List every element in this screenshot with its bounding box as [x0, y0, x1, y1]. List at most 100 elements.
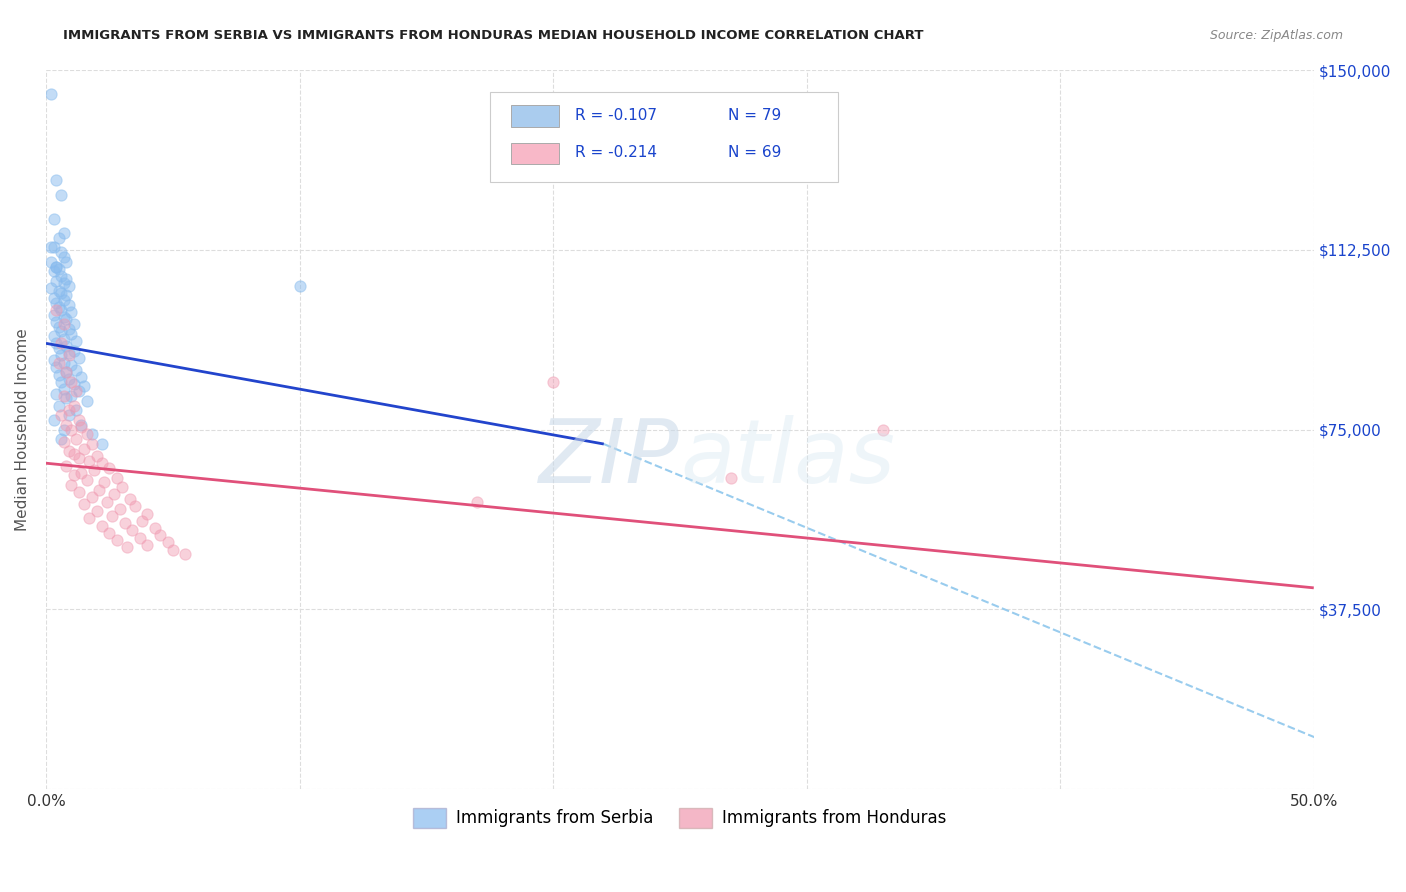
Legend: Immigrants from Serbia, Immigrants from Honduras: Immigrants from Serbia, Immigrants from …	[406, 801, 953, 835]
FancyBboxPatch shape	[489, 92, 838, 182]
Point	[45, 302, 67, 317]
Point	[39, 87, 62, 101]
Point	[65, 362, 87, 376]
Point	[76, 393, 98, 408]
Point	[52, 277, 75, 291]
Point	[58, 346, 80, 360]
Point	[48, 284, 70, 298]
Point	[39, 281, 62, 295]
Point	[77, 511, 100, 525]
Point	[114, 516, 136, 530]
Point	[42, 211, 65, 226]
Point	[108, 501, 131, 516]
Point	[67, 451, 90, 466]
Text: N = 79: N = 79	[728, 108, 782, 123]
Point	[90, 437, 112, 451]
Point	[58, 444, 80, 458]
Point	[58, 348, 80, 362]
Point	[51, 375, 73, 389]
Point	[63, 447, 86, 461]
Text: IMMIGRANTS FROM SERBIA VS IMMIGRANTS FROM HONDURAS MEDIAN HOUSEHOLD INCOME CORRE: IMMIGRANTS FROM SERBIA VS IMMIGRANTS FRO…	[63, 29, 924, 42]
Point	[48, 341, 70, 355]
Point	[80, 490, 103, 504]
Point	[70, 417, 93, 432]
Point	[174, 547, 197, 561]
Text: atlas: atlas	[681, 416, 894, 501]
Point	[52, 382, 75, 396]
Text: R = -0.214: R = -0.214	[575, 145, 657, 161]
Point	[52, 250, 75, 264]
Point	[60, 358, 83, 372]
Point	[872, 423, 894, 437]
Point	[52, 310, 75, 324]
Point	[63, 399, 86, 413]
Point	[51, 409, 73, 423]
Point	[67, 485, 90, 500]
Point	[136, 507, 159, 521]
Point	[48, 355, 70, 369]
Point	[131, 514, 153, 528]
Point	[101, 508, 124, 523]
Point	[115, 540, 138, 554]
Point	[89, 483, 111, 497]
Point	[52, 423, 75, 437]
Point	[60, 375, 83, 389]
Point	[45, 295, 67, 310]
Point	[111, 480, 134, 494]
Point	[65, 432, 87, 446]
Point	[121, 524, 143, 538]
Point	[51, 432, 73, 446]
Bar	[512, 105, 560, 127]
Point	[45, 260, 67, 274]
Point	[48, 262, 70, 277]
Point	[73, 442, 96, 456]
Point	[90, 456, 112, 470]
Point	[105, 533, 128, 547]
Point	[52, 293, 75, 308]
Point	[45, 315, 67, 329]
Point	[162, 542, 184, 557]
Point	[63, 317, 86, 331]
Point	[52, 317, 75, 331]
Point	[55, 417, 77, 432]
Point	[98, 461, 121, 475]
Point	[118, 492, 141, 507]
Point	[83, 463, 105, 477]
Point	[45, 173, 67, 187]
Point	[42, 291, 65, 305]
Point	[55, 365, 77, 379]
Point	[51, 285, 73, 300]
Point	[60, 423, 83, 437]
Text: ZIP: ZIP	[538, 416, 681, 501]
Point	[51, 245, 73, 260]
Point	[58, 409, 80, 423]
Point	[103, 487, 125, 501]
Point	[48, 319, 70, 334]
Point	[45, 360, 67, 375]
Point	[52, 332, 75, 346]
Point	[73, 379, 96, 393]
Point	[65, 384, 87, 399]
Point	[541, 375, 564, 389]
Point	[51, 187, 73, 202]
Point	[48, 368, 70, 382]
Point	[55, 339, 77, 353]
Text: Source: ZipAtlas.com: Source: ZipAtlas.com	[1209, 29, 1343, 42]
Point	[96, 494, 118, 508]
Point	[48, 399, 70, 413]
Point	[65, 403, 87, 417]
Point	[67, 351, 90, 365]
Point	[720, 470, 742, 484]
Bar	[512, 143, 560, 164]
Point	[124, 500, 146, 514]
Point	[67, 413, 90, 427]
Point	[58, 278, 80, 293]
Point	[67, 384, 90, 399]
Point	[136, 538, 159, 552]
Point	[51, 269, 73, 284]
Point	[465, 494, 488, 508]
Point	[42, 308, 65, 322]
Point	[93, 475, 115, 490]
Point	[58, 372, 80, 386]
Text: R = -0.107: R = -0.107	[575, 108, 657, 123]
